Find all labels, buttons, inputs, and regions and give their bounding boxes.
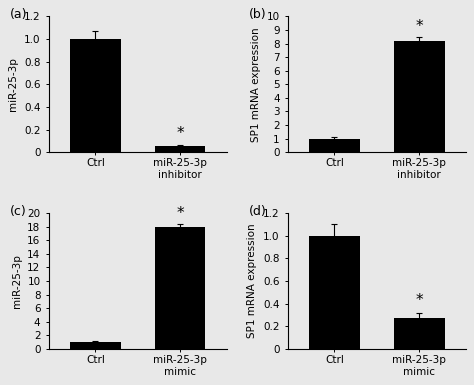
- Text: *: *: [176, 206, 184, 221]
- Text: *: *: [415, 19, 423, 34]
- Text: (b): (b): [249, 8, 266, 21]
- Y-axis label: SP1 mRNA expression: SP1 mRNA expression: [247, 224, 257, 338]
- Bar: [70, 39, 121, 152]
- Text: *: *: [415, 293, 423, 308]
- Text: (c): (c): [10, 205, 27, 218]
- Text: (a): (a): [10, 8, 27, 21]
- Y-axis label: miR-25-3p: miR-25-3p: [9, 57, 18, 111]
- Y-axis label: miR-25-3p: miR-25-3p: [12, 254, 22, 308]
- Bar: [155, 227, 205, 349]
- Text: *: *: [176, 126, 184, 141]
- Bar: [394, 41, 445, 152]
- Bar: [309, 236, 360, 349]
- Bar: [155, 147, 205, 152]
- Bar: [394, 318, 445, 349]
- Y-axis label: SP1 mRNA expression: SP1 mRNA expression: [251, 27, 261, 142]
- Bar: [70, 342, 121, 349]
- Text: (d): (d): [249, 205, 266, 218]
- Bar: [309, 139, 360, 152]
